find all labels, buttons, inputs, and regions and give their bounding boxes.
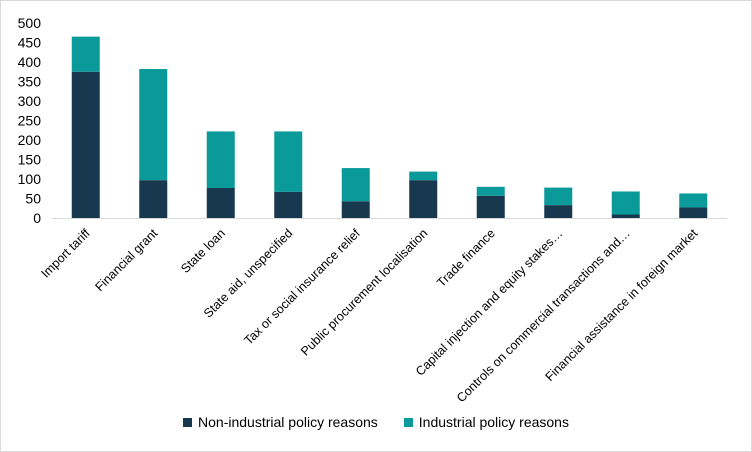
y-tick-label: 500 (18, 15, 42, 31)
bar-segment-industrial (409, 171, 438, 181)
y-tick-label: 200 (18, 132, 42, 148)
legend-label-industrial: Industrial policy reasons (418, 414, 569, 430)
y-tick-label: 150 (18, 152, 42, 168)
y-tick-label: 350 (18, 74, 42, 90)
legend-swatch-non-industrial (183, 417, 193, 427)
bar-segment-non-industrial (206, 187, 235, 218)
bar-segment-non-industrial (409, 180, 438, 218)
legend-swatch-industrial (403, 417, 413, 427)
bar-segment-industrial (139, 69, 168, 181)
legend: Non-industrial policy reasons Industrial… (0, 414, 752, 430)
bar-segment-industrial (206, 131, 235, 188)
x-category-label: Capital injection and equity stakes… (413, 226, 565, 378)
legend-item-industrial: Industrial policy reasons (403, 414, 569, 430)
y-tick-label: 50 (25, 191, 41, 207)
legend-item-non-industrial: Non-industrial policy reasons (183, 414, 378, 430)
x-category-label: Financial grant (92, 226, 160, 294)
bar-segment-non-industrial (71, 71, 100, 218)
bar-segment-non-industrial (341, 201, 370, 218)
y-tick-label: 400 (18, 54, 42, 70)
bar-segment-industrial (679, 193, 708, 208)
x-category-label: Trade finance (434, 226, 498, 290)
bar-segment-industrial (341, 168, 370, 202)
x-category-label: Public procurement localisation (298, 226, 430, 358)
bar-segment-non-industrial (476, 195, 505, 218)
x-category-label: Tax or social insurance relief (241, 226, 363, 348)
bar-segment-non-industrial (274, 191, 303, 218)
bars-group (52, 36, 727, 219)
bar-segment-non-industrial (544, 205, 573, 218)
x-category-label: Financial assistance in foreign market (543, 226, 701, 384)
x-category-label: Import tariff (38, 226, 93, 281)
y-tick-label: 450 (18, 35, 42, 51)
bar-segment-non-industrial (611, 214, 640, 218)
bar-segment-industrial (274, 131, 303, 192)
bar-segment-industrial (476, 186, 505, 196)
bar-segment-non-industrial (139, 180, 168, 218)
y-tick-label: 100 (18, 171, 42, 187)
x-category-label: State loan (178, 226, 228, 276)
y-tick-label: 300 (18, 93, 42, 109)
bar-segment-industrial (544, 187, 573, 206)
legend-label-non-industrial: Non-industrial policy reasons (198, 414, 378, 430)
y-axis: 0 50 100 150 200 250 300 350 400 450 500 (18, 15, 42, 226)
x-axis-labels: Import tariff Financial grant State loanSt… (38, 226, 700, 405)
y-tick-label: 250 (18, 113, 42, 129)
y-tick-label: 0 (33, 210, 41, 226)
bar-segment-industrial (611, 191, 640, 215)
bar-segment-non-industrial (679, 207, 708, 218)
bar-segment-industrial (71, 36, 100, 72)
